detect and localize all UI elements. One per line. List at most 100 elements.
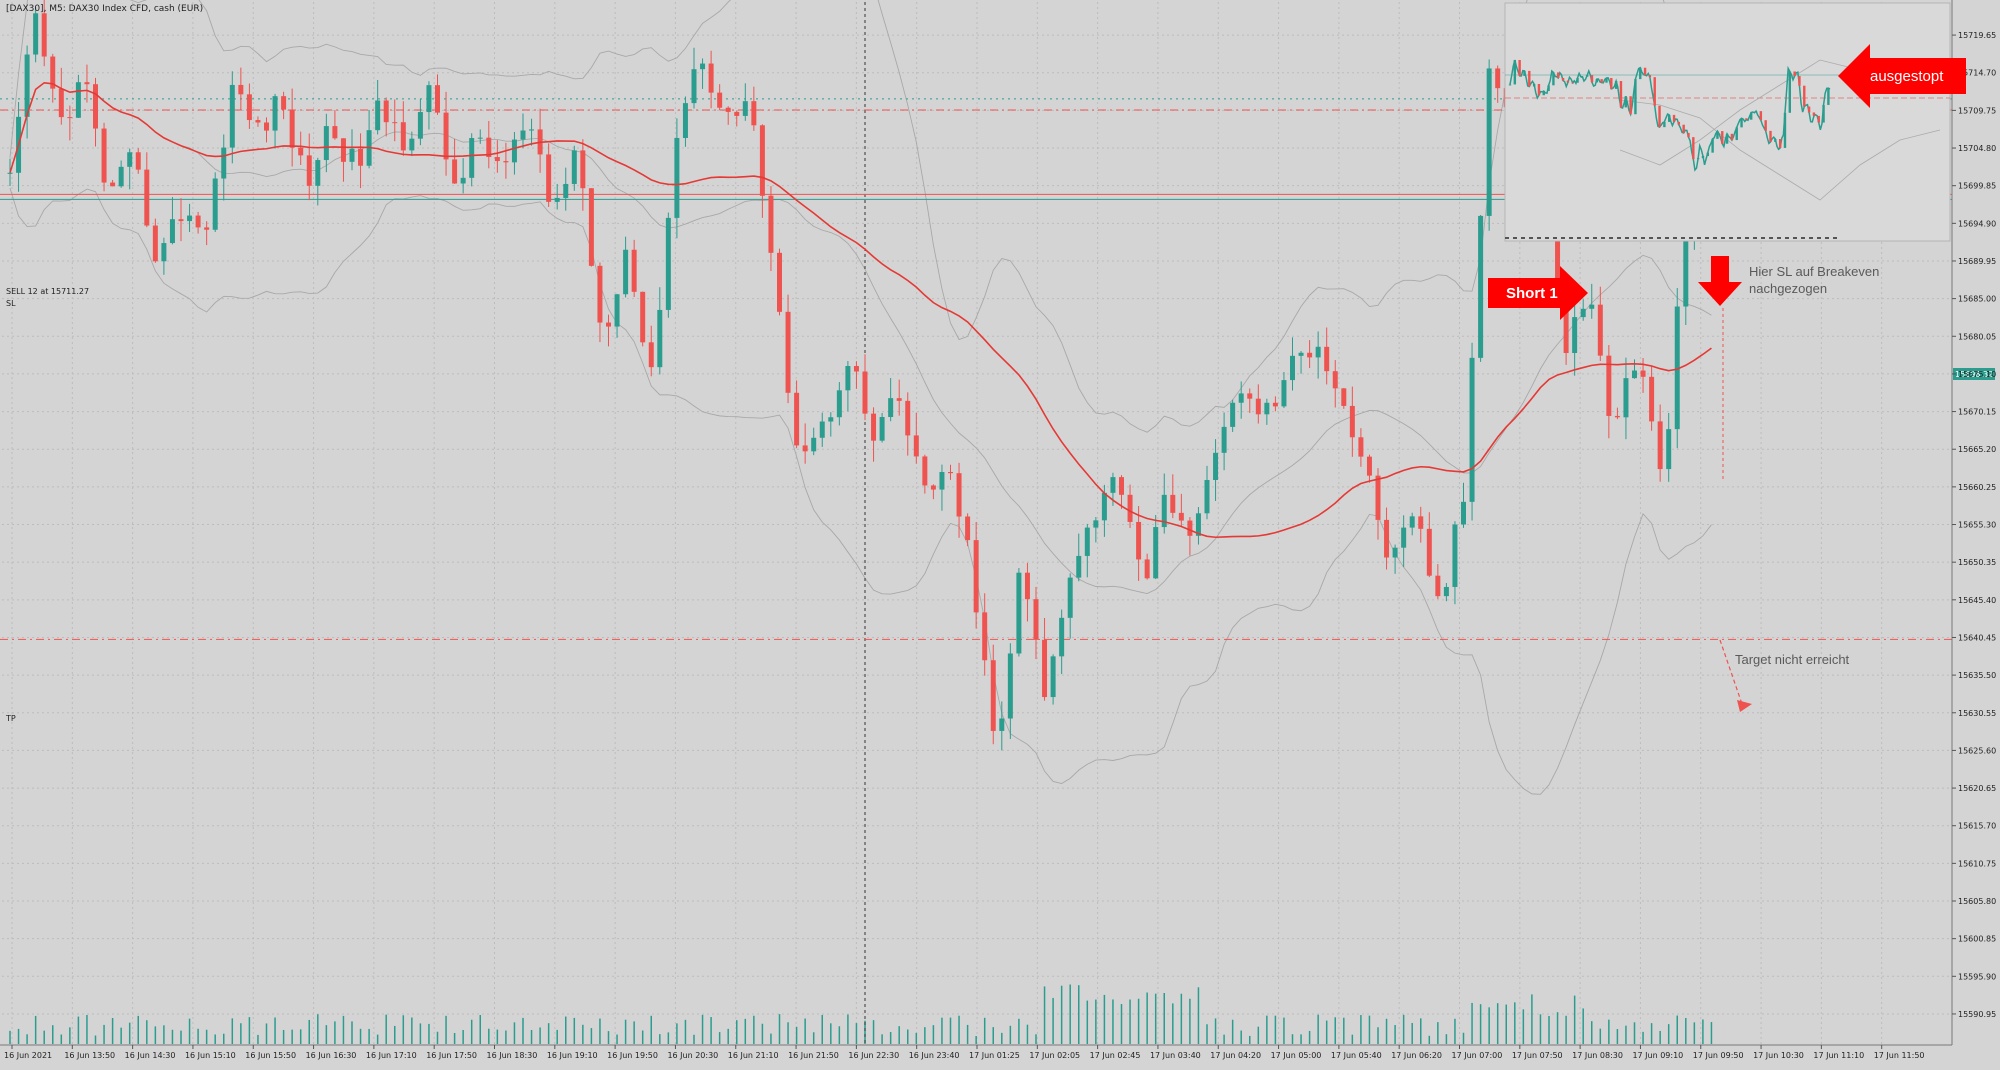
- candle-body: [1666, 429, 1672, 470]
- inset-candle: [1518, 60, 1521, 76]
- inset-candle: [1595, 79, 1599, 83]
- candle-body: [477, 137, 483, 139]
- candle-body: [717, 92, 723, 108]
- candle-body: [674, 137, 680, 218]
- candle-body: [648, 342, 654, 368]
- candle-body: [332, 126, 338, 139]
- inset-candle: [1692, 137, 1695, 160]
- candle-body: [400, 122, 406, 151]
- price-tick-label: 15675.10: [1958, 370, 1996, 379]
- candle-body: [1178, 512, 1184, 521]
- price-tick-label: 15655.30: [1958, 521, 1996, 530]
- candle-body: [1213, 452, 1219, 481]
- inset-candle: [1735, 127, 1738, 141]
- inset-candle: [1624, 96, 1627, 108]
- inset-candle: [1803, 85, 1806, 107]
- candle-body: [1392, 547, 1398, 558]
- price-tick-label: 15645.40: [1958, 596, 1996, 605]
- price-tick-label: 15704.80: [1958, 144, 1996, 153]
- candle-body: [913, 435, 919, 457]
- price-tick-label: 15605.80: [1958, 897, 1996, 906]
- candle-body: [922, 456, 928, 486]
- candle-body: [836, 390, 842, 418]
- inset-candle: [1590, 75, 1594, 83]
- candle-body: [742, 101, 748, 116]
- inset-candle: [1783, 112, 1787, 148]
- candle-body: [323, 126, 329, 161]
- price-tick-label: 15699.85: [1958, 182, 1996, 191]
- candle-body: [1016, 572, 1022, 654]
- inset-candle: [1682, 124, 1685, 134]
- inset-candle: [1667, 114, 1671, 122]
- candle-body: [597, 265, 603, 323]
- time-tick-label: 17 Jun 03:40: [1150, 1051, 1201, 1060]
- price-axis[interactable]: 15698.32 15719.65 15714.70 15709.75 15704.8…: [1951, 0, 1996, 1045]
- moving-average-line: [9, 81, 1712, 539]
- time-tick-label: 17 Jun 11:10: [1813, 1051, 1864, 1060]
- time-tick-label: 17 Jun 02:05: [1029, 1051, 1080, 1060]
- candle-body: [682, 103, 688, 138]
- candle-body: [853, 366, 859, 372]
- inset-candle: [1600, 79, 1603, 83]
- candle-body: [520, 130, 526, 140]
- price-tick-label: 15630.55: [1958, 709, 1996, 718]
- inset-candle: [1537, 83, 1541, 96]
- chart-title: [DAX30], M5: DAX30 Index CFD, cash (EUR): [6, 4, 203, 14]
- inset-candle: [1769, 130, 1772, 142]
- candle-body: [383, 100, 389, 123]
- inset-candle: [1653, 77, 1656, 106]
- candle-body: [802, 445, 808, 452]
- inset-candle: [1817, 115, 1820, 123]
- candle-body: [417, 112, 423, 139]
- candle-body: [246, 94, 252, 121]
- candle-body: [640, 291, 646, 343]
- candle-body: [1033, 599, 1039, 640]
- candle-body: [1674, 306, 1680, 430]
- candle-body: [127, 152, 133, 167]
- price-tick-label: 15685.00: [1958, 295, 1996, 304]
- candle-body: [101, 128, 107, 183]
- candle-body: [1144, 559, 1150, 579]
- time-tick-label: 16 Jun 14:30: [125, 1051, 176, 1060]
- inset-candle: [1807, 106, 1811, 113]
- price-tick-label: 15714.70: [1958, 69, 1996, 78]
- inset-candle: [1614, 81, 1618, 89]
- candle-body: [1572, 317, 1578, 354]
- candle-body: [1495, 68, 1501, 89]
- candle-body: [785, 311, 791, 393]
- inset-candle: [1513, 60, 1517, 85]
- candle-body: [289, 109, 295, 148]
- candle-body: [340, 138, 346, 162]
- candle-body: [982, 612, 988, 661]
- candle-body: [1264, 402, 1270, 415]
- candle-body: [1469, 357, 1475, 502]
- inset-candle: [1774, 139, 1777, 142]
- candle-body: [443, 112, 449, 160]
- candle-body: [571, 150, 577, 184]
- candle-body: [152, 225, 158, 262]
- candle-body: [1059, 617, 1065, 657]
- candle-body: [1683, 229, 1689, 307]
- candle-body: [1127, 494, 1133, 522]
- candle-body: [486, 137, 492, 158]
- inset-candle: [1639, 67, 1642, 80]
- inset-candle: [1812, 112, 1816, 116]
- candle-body: [298, 147, 304, 156]
- candle-body: [734, 111, 740, 116]
- candle-body: [1050, 656, 1056, 698]
- time-tick-label: 17 Jun 10:30: [1753, 1051, 1804, 1060]
- candle-body: [1657, 421, 1663, 470]
- candle-body: [588, 188, 594, 266]
- candle-body: [1170, 494, 1176, 513]
- candle-body: [1563, 294, 1569, 354]
- price-tick-label: 15665.20: [1958, 445, 1996, 454]
- price-tick-label: 15709.75: [1958, 106, 1996, 115]
- time-axis[interactable]: 16 Jun 2021 16 Jun 13:50 16 Jun 14:30 16 Ju…: [0, 1044, 1952, 1060]
- candle-body: [41, 13, 47, 57]
- candle-body: [1187, 520, 1193, 536]
- inset-candle: [1750, 112, 1753, 120]
- candle-body: [238, 84, 244, 95]
- inset-candle: [1523, 70, 1526, 76]
- candle-body: [1281, 380, 1287, 407]
